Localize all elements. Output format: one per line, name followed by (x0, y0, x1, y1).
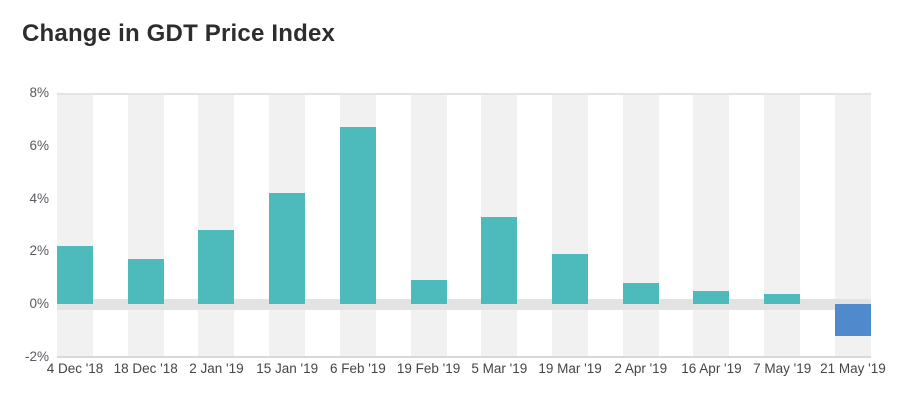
x-tick-label: 19 Mar '19 (538, 361, 602, 376)
bar-slot (552, 93, 589, 357)
x-tick-cell: 16 Apr '19 (681, 360, 741, 378)
x-tick-cell: 18 Dec '18 (114, 360, 178, 378)
column-band (57, 93, 93, 357)
bar-4-dec-18[interactable] (57, 246, 93, 305)
bar-slot (622, 93, 659, 357)
x-tick-label: 15 Jan '19 (256, 361, 319, 376)
bar-slot (481, 93, 518, 357)
bar-slot (693, 93, 730, 357)
bars-layer (57, 93, 871, 357)
x-tick-label: 5 Mar '19 (471, 361, 528, 376)
y-tick-label: -2% (24, 349, 49, 364)
bar-21-may-19[interactable] (834, 304, 871, 336)
bar-slot (198, 93, 235, 357)
x-tick-label: 19 Feb '19 (396, 361, 461, 376)
bar-16-apr-19[interactable] (693, 291, 730, 305)
top-gridline (57, 93, 871, 95)
column-band (764, 93, 801, 357)
chart-title: Change in GDT Price Index (22, 20, 336, 47)
x-tick-label: 2 Apr '19 (614, 361, 668, 376)
x-tick-cell: 7 May '19 (753, 360, 811, 378)
x-tick-cell: 19 Feb '19 (397, 360, 460, 378)
bar-7-may-19[interactable] (764, 293, 801, 305)
y-tick-label: 4% (29, 190, 49, 206)
x-axis-line (57, 356, 871, 358)
zero-line-band (57, 298, 871, 310)
y-tick-label: 0% (29, 296, 49, 312)
x-tick-cell: 4 Dec '18 (47, 360, 104, 378)
x-tick-cell: 19 Mar '19 (538, 360, 601, 378)
bar-slot (57, 93, 93, 357)
x-tick-label: 6 Feb '19 (329, 361, 386, 376)
bar-slot (339, 93, 376, 357)
bar-6-feb-19[interactable] (339, 127, 376, 305)
x-tick-label: 7 May '19 (753, 361, 812, 376)
x-tick-label: 21 May '19 (820, 361, 886, 376)
x-tick-cell: 2 Apr '19 (614, 360, 667, 378)
x-tick-label: 16 Apr '19 (681, 361, 742, 376)
bar-5-mar-19[interactable] (481, 217, 518, 305)
y-axis: 8% 6% 4% 2% 0% -2% (0, 85, 49, 364)
x-tick-cell: 15 Jan '19 (256, 360, 318, 378)
x-tick-label: 2 Jan '19 (189, 361, 244, 376)
y-tick-label: 8% (29, 85, 49, 100)
column-band (693, 93, 730, 357)
column-band (552, 93, 589, 357)
bar-slot (410, 93, 447, 357)
x-tick-cell: 2 Jan '19 (189, 360, 243, 378)
x-tick-cell: 6 Feb '19 (330, 360, 386, 378)
bar-15-jan-19[interactable] (269, 193, 306, 305)
x-tick-cell: 5 Mar '19 (471, 360, 527, 378)
bar-2-apr-19[interactable] (622, 283, 659, 305)
column-band (127, 93, 164, 357)
bar-19-mar-19[interactable] (552, 254, 589, 305)
bar-slot (764, 93, 801, 357)
bar-18-dec-18[interactable] (127, 259, 164, 305)
column-band (410, 93, 447, 357)
column-band (198, 93, 235, 357)
y-tick-label: 6% (29, 137, 49, 153)
x-tick-cell: 21 May '19 (820, 360, 886, 378)
x-axis: 4 Dec '18 18 Dec '18 2 Jan '19 15 Jan '19 6 … (47, 360, 886, 378)
bar-2-jan-19[interactable] (198, 230, 235, 305)
bar-slot (834, 93, 871, 357)
bar-slot (269, 93, 306, 357)
bar-19-feb-19[interactable] (410, 280, 447, 305)
plot-area (57, 93, 871, 358)
bar-slot (127, 93, 164, 357)
y-tick-label: 2% (29, 243, 49, 259)
column-band (622, 93, 659, 357)
x-tick-label: 4 Dec '18 (46, 361, 104, 376)
x-tick-label: 18 Dec '18 (113, 361, 178, 376)
